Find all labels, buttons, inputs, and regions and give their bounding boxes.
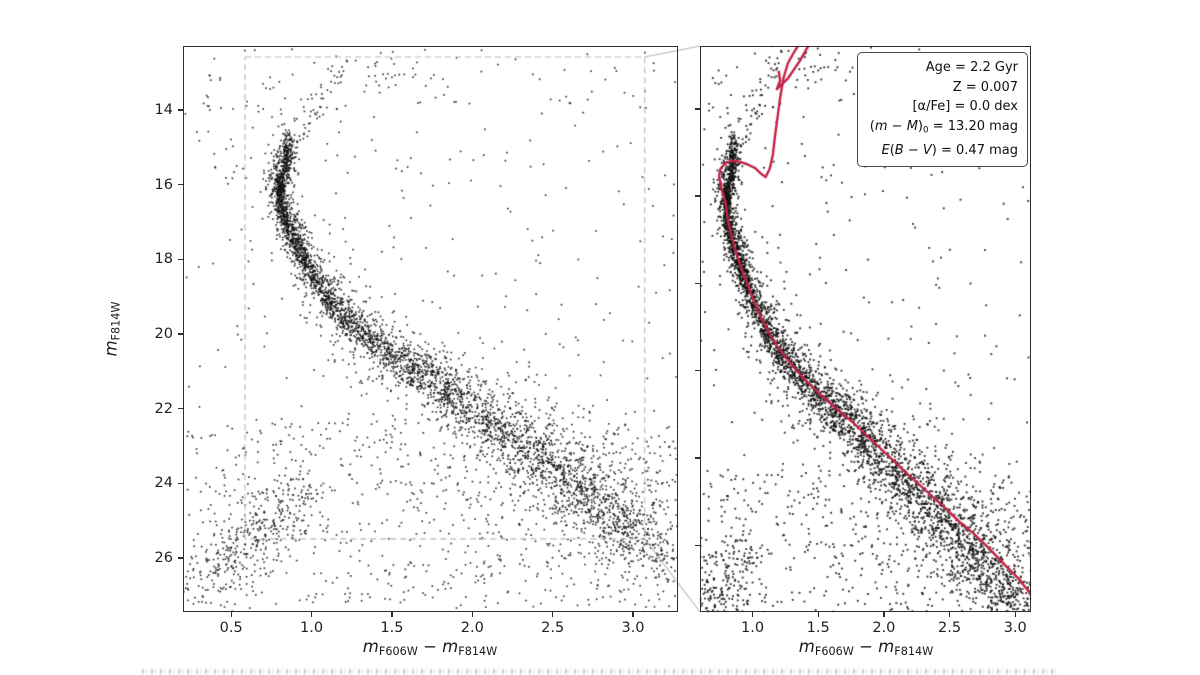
- label-segment: (: [869, 118, 875, 134]
- label-segment: m: [442, 637, 459, 656]
- label-segment: −: [887, 118, 907, 134]
- label-segment: F814W: [894, 645, 934, 659]
- isochrone-legend: Age = 2.2 Gyr Z = 0.007 [α/Fe] = 0.0 dex (m…: [856, 52, 1028, 168]
- label-segment: F814W: [109, 301, 123, 341]
- label-segment: m: [874, 118, 888, 134]
- label-segment: V: [922, 142, 932, 158]
- label-segment: Age = 2.2 Gyr: [925, 60, 1018, 75]
- label-segment: 0: [922, 125, 929, 136]
- label-segment: Z = 0.007: [952, 79, 1018, 95]
- legend-line: [α/Fe] = 0.0 dex: [870, 97, 1018, 117]
- label-segment: m: [798, 637, 815, 656]
- label-segment: −: [417, 637, 443, 656]
- label-segment: = 0.47 mag: [936, 142, 1018, 158]
- label-segment: m: [362, 637, 379, 656]
- label-segment: F814W: [458, 645, 498, 659]
- label-segment: [α/Fe] = 0.0 dex: [912, 99, 1018, 115]
- label-segment: −: [853, 637, 879, 656]
- legend-line: Age = 2.2 Gyr: [870, 58, 1018, 78]
- left-x-axis-label: mF606W − mF814W: [363, 637, 497, 658]
- legend-line: E(B − V) = 0.47 mag: [870, 141, 1019, 161]
- label-segment: M: [906, 118, 918, 134]
- label-segment: m: [878, 637, 895, 656]
- legend-line: (m − M)0 = 13.20 mag: [870, 117, 1018, 141]
- label-segment: ): [931, 142, 937, 158]
- label-segment: E: [881, 142, 890, 158]
- label-segment: B: [894, 142, 904, 158]
- label-segment: F606W: [814, 645, 854, 659]
- cropped-caption-strip: [142, 669, 1060, 674]
- right-x-axis-label: mF606W − mF814W: [799, 637, 933, 658]
- label-segment: = 13.20 mag: [928, 118, 1018, 134]
- label-segment: F606W: [378, 645, 418, 659]
- legend-line: Z = 0.007: [870, 78, 1018, 98]
- label-segment: −: [903, 142, 923, 158]
- label-segment: m: [101, 340, 121, 357]
- y-axis-label: mF814W: [101, 301, 122, 356]
- label-segment: (: [889, 142, 895, 158]
- label-segment: ): [917, 118, 923, 134]
